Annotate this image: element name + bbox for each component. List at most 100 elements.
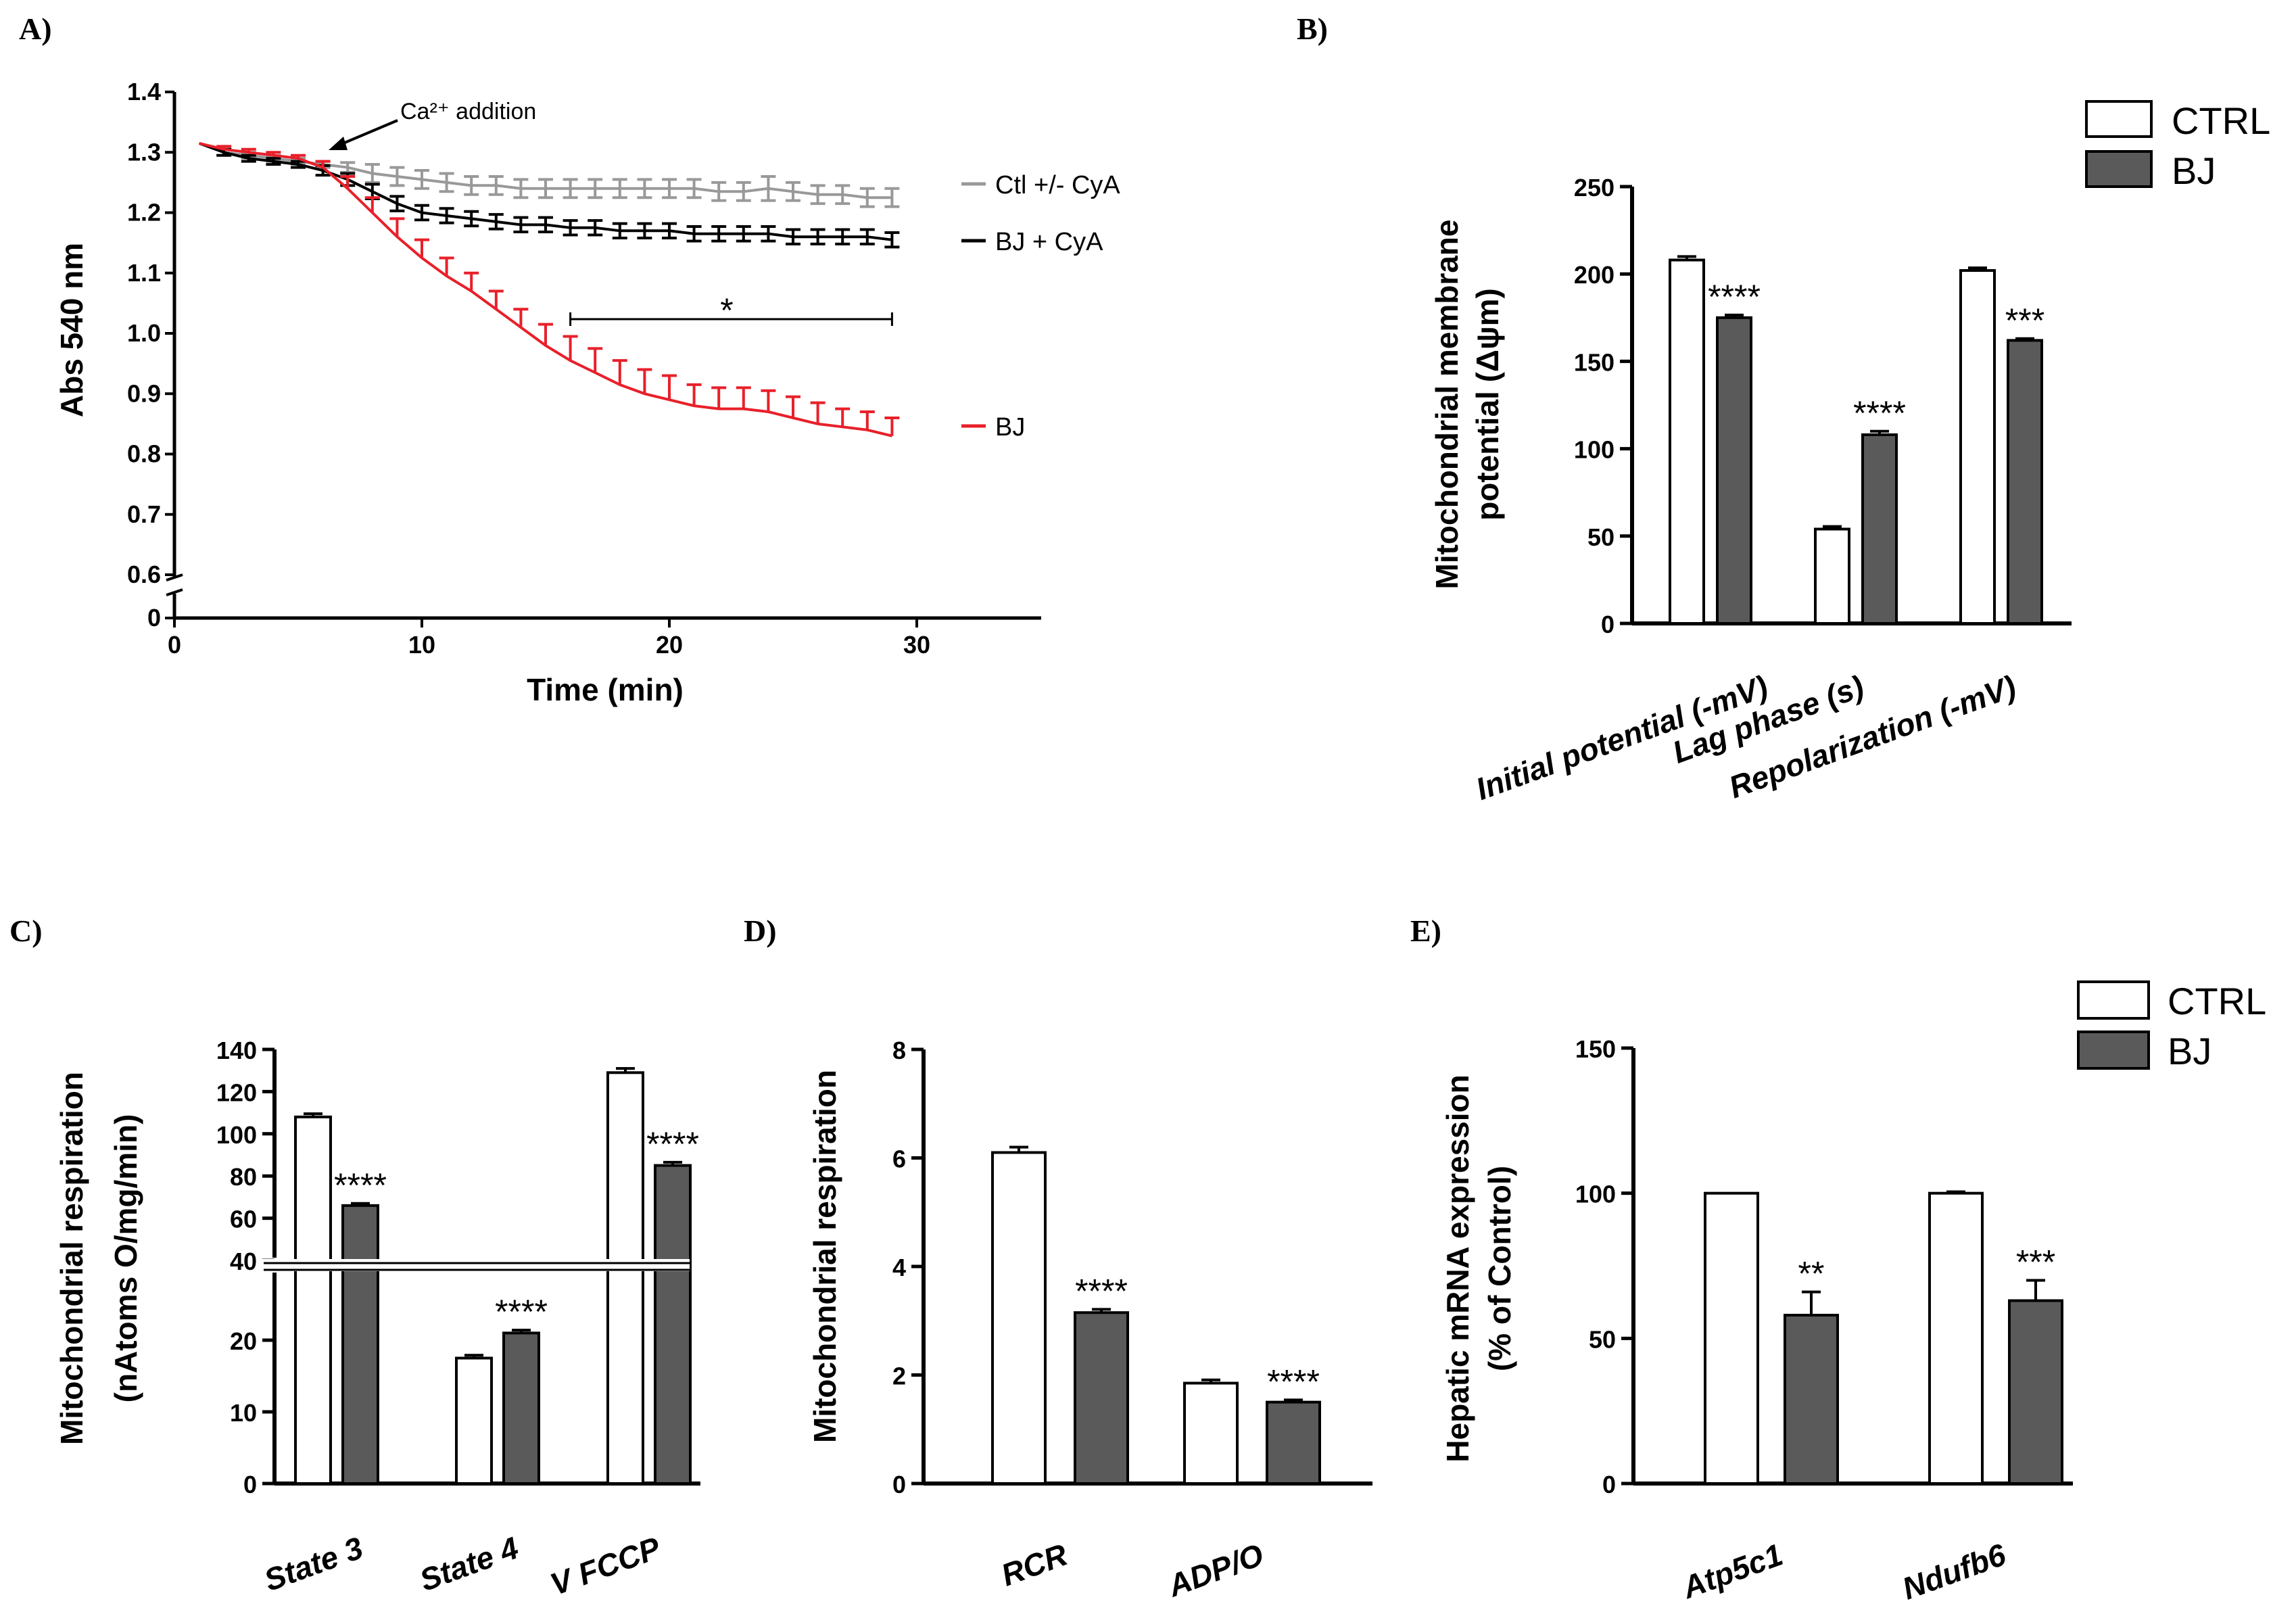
panel-a-x-tick-label: 20 <box>656 631 683 659</box>
panel-c-y-tick-label: 100 <box>216 1121 257 1149</box>
panel-d-bar-bj-2 <box>1266 1400 1321 1485</box>
panel-e-bar-ctrl-2 <box>1928 1191 1984 1485</box>
panel-c-category-label-3: V FCCP <box>546 1530 665 1602</box>
panel-c-bar-ctrl-3 <box>606 1071 644 1485</box>
panel-e-y-axis-title-line1: Hepatic mRNA expression <box>1440 1074 1475 1462</box>
panel-e-y-tick-label: 100 <box>1575 1181 1616 1208</box>
panel-d-bar-ctrl-2 <box>1183 1381 1239 1485</box>
panel-label-b: B) <box>1297 11 1328 46</box>
panel-c-significance-3: **** <box>646 1125 699 1163</box>
panel-e-legend-ctrl-label: CTRL <box>2168 980 2266 1022</box>
panel-c-plot: 0 10 20 40 60 80 100 120 140 **** State 3 **** State… <box>216 1037 700 1602</box>
panel-a-y-tick-label: 0.8 <box>127 440 161 468</box>
panel-e-y-tick-label: 150 <box>1575 1035 1616 1063</box>
panel-c-bar-ctrl-1 <box>294 1115 332 1485</box>
panel-a-y-tick-label: 1.2 <box>127 199 161 227</box>
panel-d-significance-2: **** <box>1267 1362 1320 1400</box>
panel-e-category-label-2: Ndufb6 <box>1898 1536 2011 1606</box>
panel-a-x-tick-label: 0 <box>168 631 181 659</box>
panel-c-category-label-2: State 4 <box>415 1530 523 1598</box>
panel-a-y-axis-title: Abs 540 nm <box>54 243 89 417</box>
panel-c-significance-2: **** <box>495 1293 548 1331</box>
panel-e-legend-bj-swatch <box>2077 1030 2150 1070</box>
panel-b-y-tick-label: 50 <box>1587 523 1615 551</box>
panel-label-a: A) <box>19 11 52 46</box>
panel-b-significance-2: **** <box>1853 394 1906 432</box>
panel-a-y-tick-label: 0.6 <box>127 561 161 588</box>
panel-d-y-tick-label: 4 <box>892 1254 906 1281</box>
series-line <box>199 141 892 437</box>
panel-a-y-tick-label: 0 <box>147 604 161 632</box>
panel-c-bar-bj-2 <box>502 1331 540 1486</box>
panel-a-x-axis-title: Time (min) <box>527 672 684 707</box>
panel-d-significance-1: **** <box>1075 1272 1128 1310</box>
panel-c-y-tick-label: 10 <box>230 1399 257 1427</box>
panel-c-significance-1: **** <box>334 1166 387 1204</box>
panel-a-y-tick-label: 1.1 <box>127 259 161 287</box>
legend-label-bj: BJ <box>995 413 1025 442</box>
panel-e-category-label-1: Atp5c1 <box>1677 1537 1788 1606</box>
panel-a-x-tick-label: 30 <box>903 631 930 659</box>
panel-a-y-tick-label: 0.9 <box>127 379 161 407</box>
panel-a-y-tick-label: 1.0 <box>127 319 161 347</box>
panel-b-legend-bj-label: BJ <box>2172 149 2216 192</box>
panel-c-y-axis-title-line1: Mitochondrial respiration <box>54 1072 89 1445</box>
panel-c-bar-bj-3 <box>654 1164 692 1485</box>
panel-b-y-tick-label: 150 <box>1574 348 1615 376</box>
panel-e-plot: 0 50 100 150 ** Atp5c1 *** Ndufb6 <box>1575 980 2150 1607</box>
panel-b-significance-3: *** <box>2005 302 2044 339</box>
panel-e-y-tick-label: 50 <box>1589 1325 1616 1353</box>
panel-b-y-axis-title-line2: potential (Δψm) <box>1470 288 1505 521</box>
panel-e-significance-1: ** <box>1798 1255 1825 1293</box>
panel-label-c: C) <box>9 914 43 948</box>
panel-e-legend-ctrl-swatch <box>2077 980 2150 1020</box>
panel-label-d: D) <box>744 914 777 948</box>
series-bj <box>199 141 900 437</box>
ca-arrow-shaft <box>336 119 398 147</box>
panel-d-plot: 0 2 4 6 8 **** RCR **** ADP/O <box>892 1037 1372 1604</box>
panel-c-bar-ctrl-2 <box>455 1356 493 1485</box>
panel-c-y-tick-label: 120 <box>216 1078 257 1106</box>
panel-b-y-tick-label: 0 <box>1601 611 1615 638</box>
panel-b-bar-ctrl-2 <box>1814 527 1850 625</box>
panel-b-significance-1: **** <box>1708 278 1761 316</box>
panel-d-category-label-1: RCR <box>997 1537 1072 1593</box>
panel-d-bar-bj-1 <box>1074 1311 1129 1486</box>
panel-d-category-label-2: ADP/O <box>1163 1536 1268 1603</box>
panel-c-y-tick-label: 40 <box>230 1248 257 1275</box>
panel-c-category-label-1: State 3 <box>260 1530 368 1598</box>
panel-d-bar-ctrl-1 <box>991 1151 1047 1485</box>
panel-d-y-axis-title: Mitochondrial respiration <box>807 1070 842 1443</box>
panel-e-y-axis-title-line2: (% of Control) <box>1482 1166 1517 1371</box>
panel-b-bar-ctrl-3 <box>1959 269 1996 625</box>
panel-b-y-axis-title-line1: Mitochondrial membrane <box>1429 220 1464 590</box>
panel-a-axis-break <box>166 573 183 596</box>
panel-b-bar-bj-3 <box>2007 339 2043 625</box>
panel-e-legend-bj-label: BJ <box>2168 1030 2211 1072</box>
panel-c-y-tick-label: 20 <box>230 1327 257 1355</box>
panel-a-y-tick-label: 1.4 <box>127 78 161 105</box>
panel-c-y-tick-label: 0 <box>243 1471 257 1498</box>
panel-a-ca-annotation: Ca²⁺ addition <box>400 99 536 124</box>
panel-d-y-tick-label: 6 <box>892 1145 906 1173</box>
panel-e-y-tick-label: 0 <box>1602 1471 1616 1498</box>
panel-c-y-axis-title-line2: (nAtoms O/mg/min) <box>108 1114 143 1403</box>
panel-d-y-tick-label: 2 <box>892 1362 906 1390</box>
ca-arrow-head <box>329 137 348 150</box>
panel-e-bar-bj-1 <box>1784 1313 1839 1486</box>
series-ctl-cya <box>198 142 900 208</box>
panel-a-plot: 0 10 20 30 0 0.6 0.7 0.8 0.9 1.0 1.1 1.2 1.3 1.4 <box>127 78 1041 659</box>
panel-a-significance: * <box>720 291 733 329</box>
panel-c-y-tick-label: 80 <box>230 1163 257 1191</box>
panel-b-y-tick-label: 250 <box>1574 174 1615 202</box>
panel-b-bar-bj-1 <box>1716 316 1752 625</box>
panel-b-bar-ctrl-1 <box>1669 258 1705 625</box>
legend-label-ctl-cya: Ctl +/- CyA <box>995 171 1120 199</box>
panel-b-legend-bj-swatch <box>2085 150 2153 188</box>
panel-c-y-tick-label: 60 <box>230 1206 257 1233</box>
panel-a-x-tick-label: 10 <box>408 631 435 659</box>
panel-c-bar-bj-1 <box>341 1204 379 1485</box>
panel-e-significance-2: *** <box>2016 1243 2055 1281</box>
